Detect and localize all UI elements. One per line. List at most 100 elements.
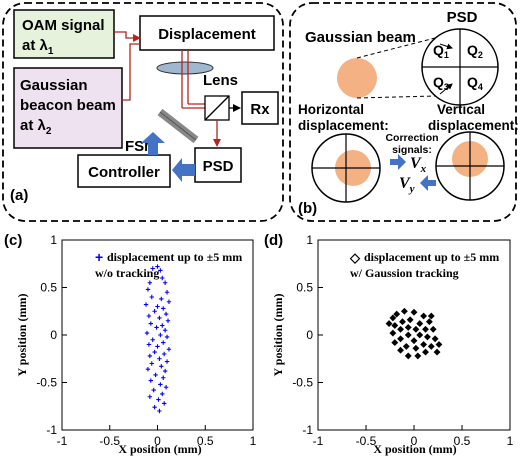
data-point	[391, 339, 399, 347]
panel-a: OAM signal at λ1 Gaussian beacon beam at…	[2, 2, 284, 222]
panel-c-label: (c)	[4, 232, 22, 249]
data-point	[159, 296, 164, 302]
data-point	[149, 294, 154, 300]
oam-wavelength-label: at λ1	[22, 37, 54, 57]
projection-line-bottom	[356, 95, 436, 99]
data-point	[145, 367, 151, 372]
data-point	[424, 333, 431, 341]
legend-c-line2: w/o tracking	[95, 266, 159, 280]
vx-label: Vx	[410, 155, 427, 175]
data-point	[435, 341, 443, 348]
oam-signal-label: OAM signal	[22, 17, 105, 34]
legend-c: + displacement up to ±5 mm w/o tracking	[95, 249, 242, 280]
panel-c: (c) Y position (mm) X position (mm) -1 -0…	[4, 232, 257, 456]
data-point	[422, 348, 429, 356]
data-point	[427, 312, 435, 320]
rx-label: Rx	[250, 101, 270, 118]
data-point	[166, 347, 172, 352]
gaussian-beam-label: Gaussian beam	[305, 29, 416, 46]
q4-label: Q4	[467, 74, 483, 92]
panel-b-frame	[289, 2, 517, 222]
data-point	[412, 344, 420, 352]
data-point	[150, 337, 155, 342]
x-tick-label: -0.5	[99, 434, 120, 448]
correction-signals-label-1: Correction	[385, 132, 438, 144]
data-point	[433, 348, 441, 356]
controller-box	[77, 154, 171, 188]
data-point	[404, 323, 412, 331]
data-point	[410, 308, 418, 316]
data-point	[152, 349, 157, 355]
panel-a-label: (a)	[10, 187, 28, 204]
data-point	[162, 368, 168, 374]
psd-to-controller-arrow	[172, 158, 195, 182]
data-point	[157, 315, 162, 321]
correction-signals-label-2: signals:	[392, 144, 432, 156]
data-point	[148, 378, 154, 383]
legend-d-marker: ◇	[349, 250, 361, 265]
vertical-displacement-label-1: Vertical	[437, 102, 485, 117]
data-point	[164, 359, 170, 364]
x-tick-label: -1	[57, 434, 68, 448]
data-point	[165, 318, 171, 323]
data-point	[389, 329, 397, 337]
data-point	[159, 364, 164, 369]
psd-label: PSD	[203, 158, 234, 175]
data-point	[148, 321, 154, 326]
psd-title: PSD	[447, 9, 478, 26]
data-point	[145, 287, 151, 292]
x-tick-label: 0	[154, 434, 161, 448]
data-point	[156, 397, 161, 402]
data-point	[157, 356, 162, 361]
data-point	[146, 313, 152, 319]
panel-a-frame	[2, 2, 284, 222]
panel-d-xlabel: X position (mm)	[373, 442, 456, 456]
x-tick-label: 0	[411, 434, 418, 448]
data-point	[162, 328, 168, 333]
data-point	[160, 323, 165, 328]
legend-c-marker: +	[95, 249, 103, 265]
data-point	[391, 322, 399, 329]
horizontal-displacement-label-1: Horizontal	[298, 102, 364, 117]
data-point	[160, 391, 165, 397]
beam-splitter-diagonal	[204, 95, 230, 121]
q1-arrow	[439, 43, 453, 50]
data-point	[412, 325, 420, 333]
data-point	[425, 318, 433, 326]
data-point	[397, 325, 404, 333]
panel-b: Gaussian beam PSD Q1 Q2 Q3 Q4 Horizontal…	[289, 2, 519, 222]
data-point	[399, 318, 406, 326]
y-tick-label: 0.5	[40, 281, 57, 295]
x-tick-label: 1	[507, 434, 514, 448]
data-point	[416, 320, 424, 328]
panel-b-label: (b)	[298, 200, 317, 217]
data-point	[427, 342, 435, 350]
y-tick-label: -1	[302, 423, 313, 437]
data-point	[420, 312, 428, 320]
data-point	[406, 316, 414, 324]
beacon-beam-label: beacon beam	[20, 97, 116, 114]
controller-to-fsm-arrow	[141, 132, 165, 155]
gaussian-label: Gaussian	[20, 77, 88, 94]
y-tick-label: 1	[306, 233, 313, 247]
panel-c-ylabel: Y position (mm)	[15, 294, 29, 377]
y-tick-label: -0.5	[36, 376, 57, 390]
vx-arrow	[390, 154, 406, 170]
x-tick-label: -0.5	[356, 434, 377, 448]
data-point	[147, 394, 153, 399]
beacon-wavelength-label: at λ2	[20, 117, 52, 137]
y-tick-label: 1	[50, 233, 57, 247]
data-point	[146, 342, 152, 347]
legend-d-line2: w/ Gaussion tracking	[350, 266, 459, 280]
horizontal-displacement-label-2: displacement:	[298, 118, 389, 133]
data-point	[157, 408, 162, 414]
y-tick-label: -1	[46, 423, 57, 437]
data-point	[161, 306, 166, 311]
vy-arrow	[420, 175, 436, 191]
displacement-label: Displacement	[158, 26, 256, 43]
data-point	[158, 268, 163, 273]
legend-d: ◇ displacement up to ±5 mm w/ Gaussion t…	[349, 250, 499, 280]
q3-arrow	[439, 83, 453, 95]
x-tick-label: 0.5	[454, 434, 471, 448]
data-point	[158, 382, 163, 387]
